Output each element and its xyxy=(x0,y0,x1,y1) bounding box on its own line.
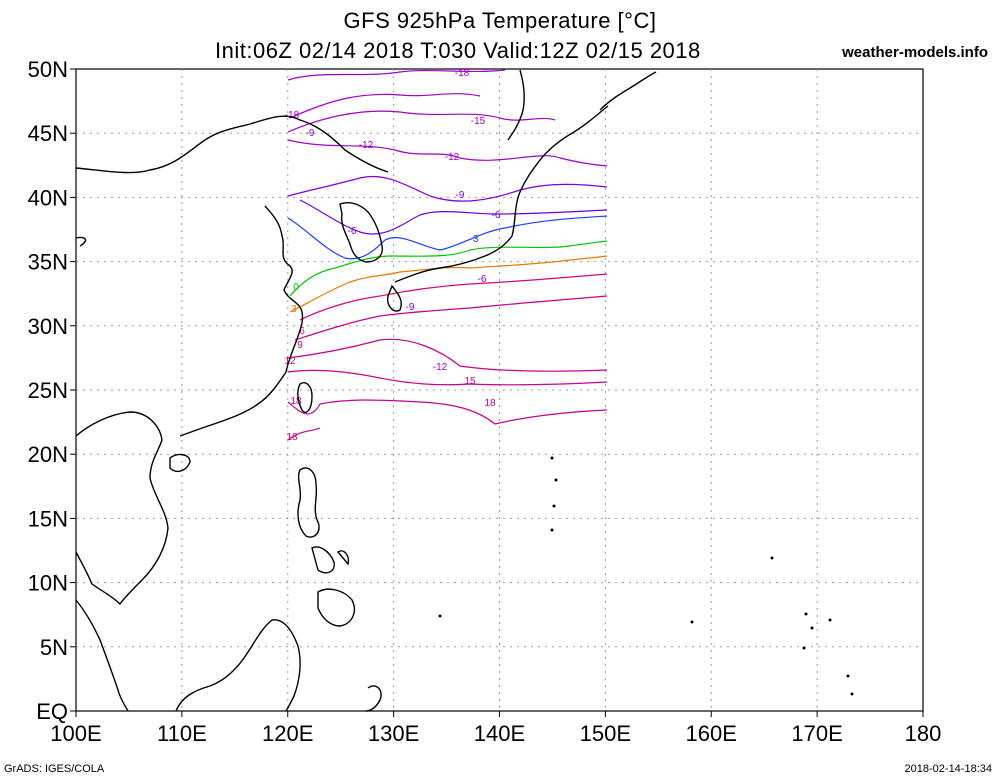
footer-credit: GrADS: IGES/COLA xyxy=(4,763,105,775)
contour-9 xyxy=(294,295,608,341)
y-tick-label: 40N xyxy=(28,185,68,210)
contour-m15 xyxy=(287,110,556,133)
coast-taiwan xyxy=(297,382,313,413)
island xyxy=(550,528,554,532)
contour-0 xyxy=(289,240,608,297)
coastlines xyxy=(75,69,657,712)
contour-label: 12 xyxy=(284,356,296,367)
contour-3 xyxy=(289,255,608,313)
contour-label: 3 xyxy=(291,304,297,315)
coast-visayas xyxy=(311,546,350,574)
y-tick-label: 10N xyxy=(28,571,68,596)
y-tick-label: 20N xyxy=(28,442,68,467)
contour-label: 6 xyxy=(299,326,305,337)
contour-m3 xyxy=(287,215,608,260)
contour-18b xyxy=(287,427,321,441)
contour-m6 xyxy=(299,199,608,235)
footer-timestamp: 2018-02-14-18:34 xyxy=(904,763,992,775)
contour-label: -12 xyxy=(445,152,460,163)
x-tick-label: 100E xyxy=(50,721,101,746)
contour-m18 xyxy=(287,69,506,81)
contour-label: -3 xyxy=(470,234,479,245)
map-subtitle: Init:06Z 02/14 2018 T:030 Valid:12Z 02/1… xyxy=(215,38,701,63)
y-tick-label: 5N xyxy=(40,635,68,660)
coast-luzon xyxy=(297,467,320,538)
contour-label: -9 xyxy=(306,128,315,139)
coast-korea xyxy=(339,202,383,263)
coast-china-east xyxy=(75,205,304,437)
coast-malay xyxy=(75,599,129,712)
contour-label: 15 xyxy=(464,376,476,387)
x-tick-label: 140E xyxy=(474,721,525,746)
contour-15 xyxy=(287,369,608,386)
y-tick-label: 25N xyxy=(28,378,68,403)
contour-label: -15 xyxy=(471,116,486,127)
x-tick-label: 160E xyxy=(686,721,737,746)
island xyxy=(810,626,814,630)
y-tick-label: EQ xyxy=(36,699,68,724)
island xyxy=(554,478,558,482)
gridlines xyxy=(76,69,923,711)
contour-m18b xyxy=(289,93,481,119)
island xyxy=(552,504,556,508)
axis-ticks: 100E 110E 120E 130E 140E 150E 160E 170E 180EQ5N1… xyxy=(28,57,942,746)
contour-labels: -18 -18 -15 -12 -12 -12 -9 -9 -9 -6 -6 -6 -3 0 36 912 15… xyxy=(284,68,500,443)
temperature-contours xyxy=(287,69,608,441)
contour-18 xyxy=(287,399,608,425)
contour-m12 xyxy=(287,139,608,167)
x-tick-label: 120E xyxy=(262,721,313,746)
contour-label: -6 xyxy=(492,210,501,221)
coast-indochina xyxy=(75,411,169,606)
contour-label: -6 xyxy=(478,274,487,285)
coast-asia-north xyxy=(75,115,389,174)
coast-sulawesi xyxy=(365,685,382,712)
contour-label: -18 xyxy=(455,68,470,79)
coast-sakhalin xyxy=(507,69,525,141)
coast-mindanao xyxy=(317,588,356,627)
y-tick-label: 45N xyxy=(28,121,68,146)
x-tick-label: 110E xyxy=(157,721,207,746)
contour-label: 18 xyxy=(290,396,302,407)
island xyxy=(770,556,774,560)
contour-label: -18 xyxy=(285,110,300,121)
island xyxy=(690,620,694,624)
contour-label: 18 xyxy=(286,432,298,443)
y-tick-label: 50N xyxy=(28,57,68,82)
island xyxy=(438,614,442,618)
island xyxy=(846,674,850,678)
site-credit: weather-models.info xyxy=(842,44,988,61)
map-title: GFS 925hPa Temperature [°C] xyxy=(343,8,657,33)
coast-kyushu xyxy=(386,284,402,312)
contour-label: -9 xyxy=(456,190,465,201)
contour-label: 9 xyxy=(297,340,303,351)
pacific-islands xyxy=(438,456,854,696)
island xyxy=(802,646,806,650)
coast-borneo xyxy=(175,619,301,712)
island xyxy=(850,692,854,696)
coast-japan xyxy=(394,105,609,283)
contour-12 xyxy=(287,338,608,372)
y-tick-label: 35N xyxy=(28,250,68,275)
x-tick-label: 180 xyxy=(905,721,942,746)
coast-kurils xyxy=(599,71,657,111)
x-tick-label: 150E xyxy=(580,721,631,746)
y-tick-label: 15N xyxy=(28,506,68,531)
x-tick-label: 130E xyxy=(368,721,419,746)
contour-label: -12 xyxy=(433,362,448,373)
contour-label: -12 xyxy=(359,140,374,151)
y-tick-label: 30N xyxy=(28,314,68,339)
x-tick-label: 170E xyxy=(791,721,842,746)
island xyxy=(828,618,832,622)
island xyxy=(550,456,554,460)
contour-label: -6 xyxy=(348,226,357,237)
contour-label: 0 xyxy=(293,282,299,293)
island xyxy=(804,612,808,616)
contour-label: -9 xyxy=(406,302,415,313)
contour-m9 xyxy=(287,175,608,202)
contour-label: 18 xyxy=(484,398,496,409)
contour-6 xyxy=(299,273,608,321)
coast-hainan xyxy=(169,453,191,473)
